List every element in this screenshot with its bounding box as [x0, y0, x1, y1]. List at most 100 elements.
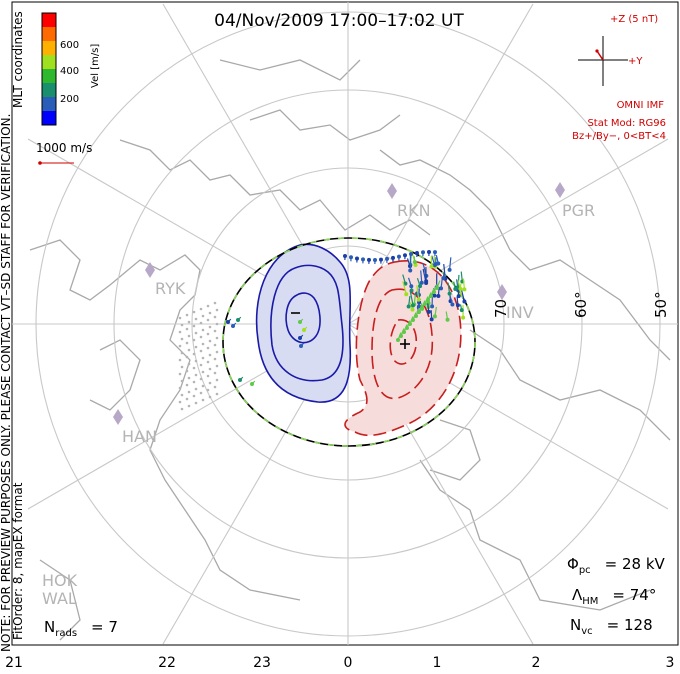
scatter-dot [180, 351, 184, 355]
scatter-dot [194, 345, 198, 349]
scatter-dot [178, 316, 182, 320]
scatter-dot [201, 370, 205, 374]
station-marker-inv [497, 284, 507, 300]
vector-origin [379, 257, 383, 262]
scatter-dot [187, 404, 191, 408]
vector-origin [447, 291, 452, 296]
colorbar-segment [42, 69, 56, 84]
vector-origin [426, 309, 431, 314]
imf-source: OMNI IMF [617, 100, 665, 111]
scatter-dot [192, 310, 196, 314]
vector-origin [226, 320, 230, 324]
scatter-dot [187, 362, 191, 366]
scatter-dots [178, 301, 219, 411]
scatter-dot [201, 342, 205, 346]
station-marker-ryk [145, 262, 155, 278]
colorbar-segment [42, 55, 56, 70]
scatter-dot [194, 317, 198, 321]
vector-origin [238, 378, 242, 382]
scatter-dot [192, 380, 196, 384]
scatter-dot [185, 355, 189, 359]
vector-origin [453, 287, 458, 292]
mlt-tick-0: 0 [344, 655, 353, 671]
vector-origin [299, 344, 303, 348]
vector-origin [419, 280, 424, 285]
velocity-vectors [226, 250, 467, 386]
scatter-dot [187, 334, 191, 338]
vector-origin [450, 302, 455, 307]
vector-origin [411, 303, 416, 308]
vector-origin [430, 304, 435, 309]
scatter-dot [208, 353, 212, 357]
scatter-dot [215, 364, 219, 368]
velocity-vector [416, 285, 420, 300]
scatter-dot [215, 378, 219, 382]
imf-condition: Bz+/By−, 0<BT<4 [572, 131, 666, 142]
lat-label-70: 70 [492, 299, 510, 318]
vector-origin [250, 382, 254, 386]
stat-phi-pc: Φpc = 28 kV [567, 555, 666, 576]
scatter-dot [178, 330, 182, 334]
scatter-dot [199, 377, 203, 381]
scatter-dot [208, 381, 212, 385]
velocity-vector [409, 290, 414, 306]
scatter-dot [194, 401, 198, 405]
scatter-dot [178, 400, 182, 404]
colorbar-segment [42, 83, 56, 98]
scatter-dot [215, 308, 219, 312]
vector-origin [432, 290, 436, 294]
scatter-dot [201, 398, 205, 402]
velocity-vector [448, 257, 452, 270]
vector-origin [408, 322, 412, 326]
scatter-dot [180, 337, 184, 341]
mlt-tick-2: 2 [532, 655, 541, 671]
scatter-dot [201, 356, 205, 360]
vector-origin [439, 286, 444, 291]
scatter-dot [194, 331, 198, 335]
scatter-dot [187, 348, 191, 352]
vector-origin [445, 317, 450, 322]
imf-clock [578, 36, 628, 86]
scatter-dot [213, 371, 217, 375]
scatter-dot [185, 313, 189, 317]
vector-origin [361, 257, 365, 262]
scatter-dot [199, 391, 203, 395]
colorbar-segment [42, 27, 56, 42]
vector-origin [415, 250, 419, 255]
vector-origin [462, 287, 467, 292]
velocity-vector [409, 256, 412, 271]
scatter-dot [208, 325, 212, 329]
scatter-dot [199, 363, 203, 367]
vector-origin [417, 310, 421, 314]
scatter-dot [180, 323, 184, 327]
scatter-dot [206, 388, 210, 392]
scatter-dot [185, 341, 189, 345]
colorbar-segment [42, 97, 56, 112]
scatter-dot [215, 336, 219, 340]
station-marker-rkn [387, 183, 397, 199]
velocity-scale-label: 1000 m/s [36, 141, 92, 155]
vector-origin [459, 308, 464, 313]
velocity-vector [402, 281, 407, 295]
scatter-dot [187, 390, 191, 394]
coastlines [29, 59, 671, 641]
mlt-tick-22: 22 [158, 655, 176, 671]
scatter-dot [192, 366, 196, 370]
verification-note: NOTE: FOR PREVIEW PURPOSES ONLY. PLEASE … [0, 114, 13, 652]
scatter-dot [187, 320, 191, 324]
scatter-dot [213, 385, 217, 389]
vector-origin [298, 320, 302, 324]
scatter-dot [206, 332, 210, 336]
mlt-tick-21: 21 [5, 655, 23, 671]
scatter-dot [201, 384, 205, 388]
vector-origin [412, 260, 417, 265]
map-title: 04/Nov/2009 17:00–17:02 UT [214, 11, 464, 31]
imf-z-label: +Z (5 nT) [610, 14, 658, 25]
vector-origin [447, 267, 452, 272]
colorbar-unit: Vel [m/s] [90, 44, 101, 88]
scatter-dot [206, 304, 210, 308]
colorbar-tick-600: 600 [60, 40, 79, 51]
scatter-dot [213, 343, 217, 347]
scatter-dot [213, 301, 217, 305]
